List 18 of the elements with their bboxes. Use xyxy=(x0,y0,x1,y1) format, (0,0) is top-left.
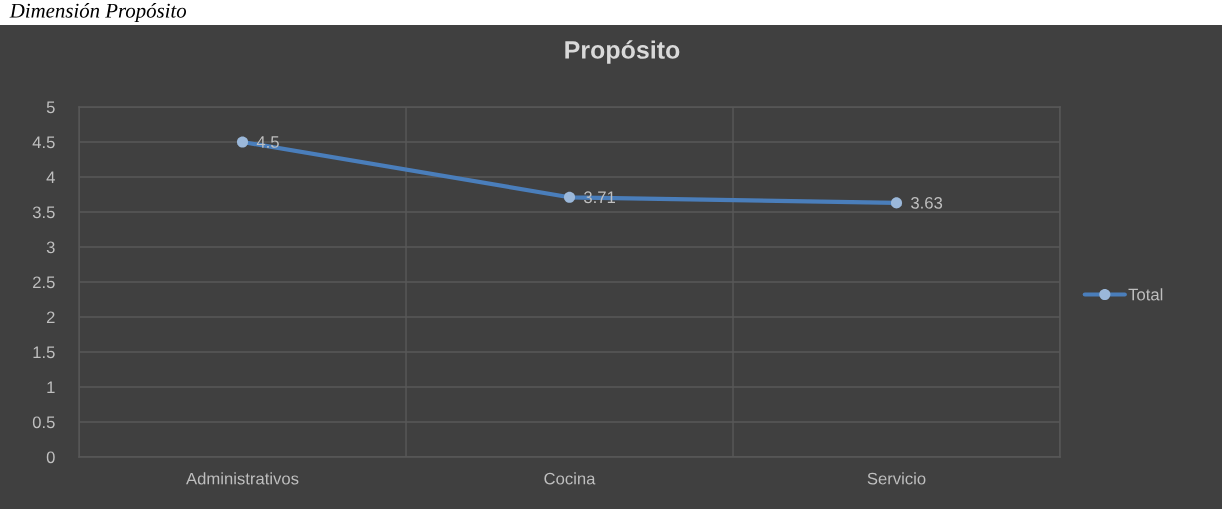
chart-title: Propósito xyxy=(565,40,680,64)
y-tick-label: 3 xyxy=(46,241,55,254)
x-tick-label: Servicio xyxy=(867,472,926,485)
y-tick-label: 1.5 xyxy=(33,346,55,359)
y-tick-label: 5 xyxy=(46,101,55,114)
y-tick-label: 3.5 xyxy=(32,206,55,219)
x-tick-label: Administrativos xyxy=(186,472,299,485)
legend-label: Total xyxy=(1128,288,1163,301)
data-label: 3.63 xyxy=(911,196,943,209)
y-tick-label: 0 xyxy=(46,451,55,464)
y-tick-label: 2 xyxy=(46,311,55,324)
y-tick-label: 2.5 xyxy=(33,276,55,289)
y-tick-label: 4.5 xyxy=(32,136,55,149)
y-tick-label: 0.5 xyxy=(32,416,55,429)
x-tick-label: Cocina xyxy=(544,472,596,485)
y-tick-label: 1 xyxy=(47,381,55,394)
text: Dimensión Propósito xyxy=(9,3,187,22)
y-tick-label: 4 xyxy=(46,171,55,184)
